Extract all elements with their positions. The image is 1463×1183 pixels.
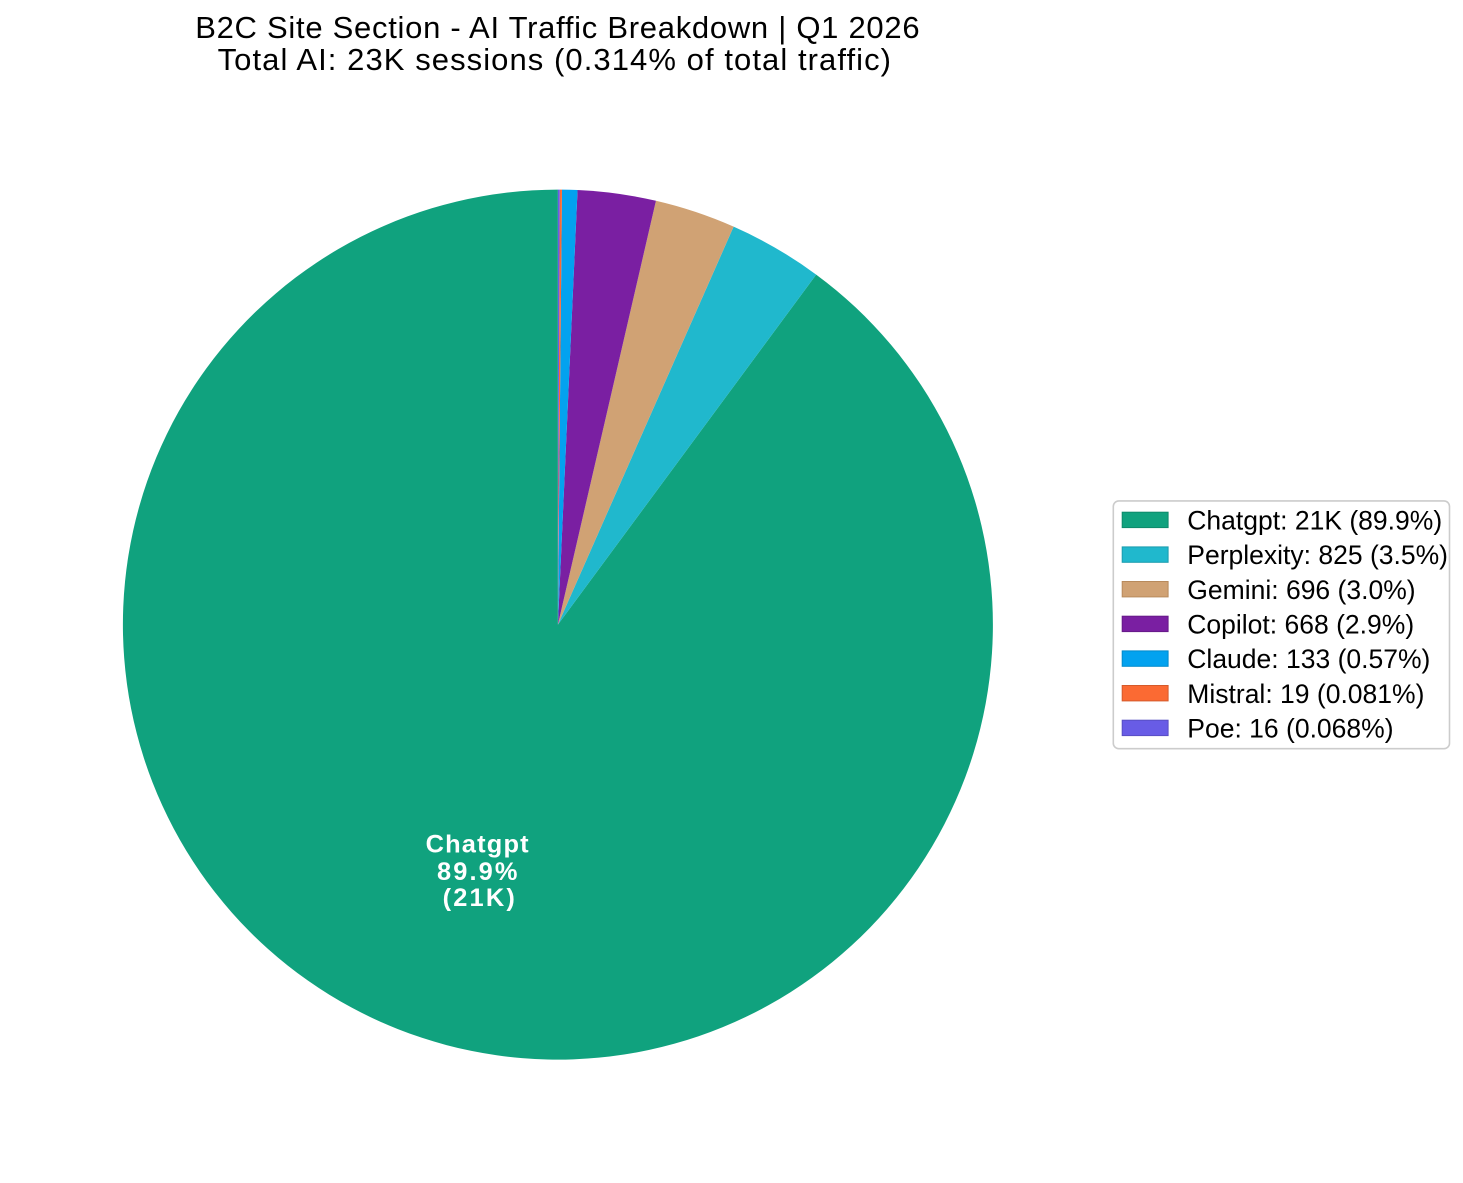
svg-text:(21K): (21K): [443, 884, 515, 912]
svg-text:Poe: 16 (0.068%): Poe: 16 (0.068%): [1187, 714, 1393, 744]
svg-text:Gemini: 696 (3.0%): Gemini: 696 (3.0%): [1187, 575, 1415, 605]
svg-text:Chatgpt: 21K (89.9%): Chatgpt: 21K (89.9%): [1187, 506, 1442, 536]
svg-text:Chatgpt: Chatgpt: [426, 830, 530, 858]
svg-text:Mistral: 19 (0.081%): Mistral: 19 (0.081%): [1187, 679, 1424, 709]
svg-text:Copilot: 668 (2.9%): Copilot: 668 (2.9%): [1187, 610, 1414, 640]
svg-text:Perplexity: 825 (3.5%): Perplexity: 825 (3.5%): [1187, 540, 1448, 570]
svg-text:B2C Site Section - AI Traffic: B2C Site Section - AI Traffic Breakdown …: [195, 10, 919, 45]
svg-text:Claude: 133 (0.57%): Claude: 133 (0.57%): [1187, 644, 1430, 674]
svg-text:Total AI: 23K sessions (0.314%: Total AI: 23K sessions (0.314% of total …: [218, 42, 891, 77]
